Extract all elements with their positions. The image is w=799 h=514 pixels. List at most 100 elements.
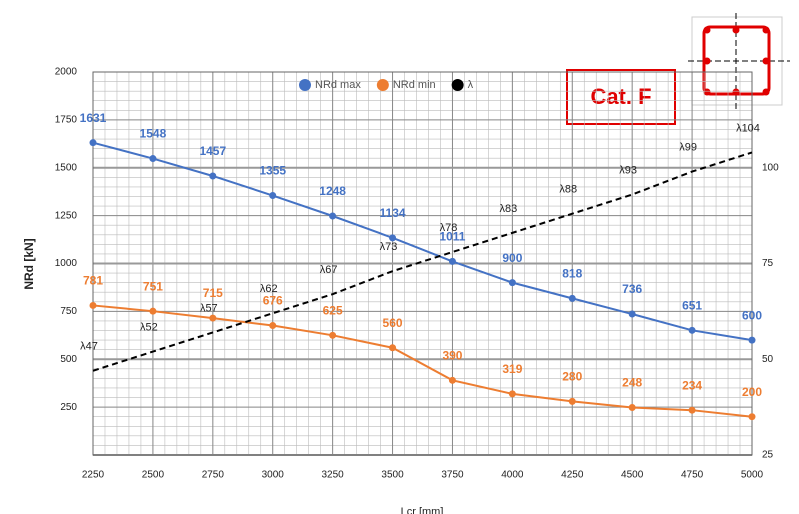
plot: 2250 2500 2750 3000 3250 3500 3750 4000 4250 4500… [55,67,779,481]
point [269,322,277,330]
data-label: λ62 [260,283,278,295]
data-label: 1011 [439,230,465,244]
data-label: λ104 [736,122,760,134]
y-tick-label: 1500 [55,162,78,173]
point [628,310,636,318]
point [269,192,277,200]
data-label: λ67 [320,264,338,276]
x-tick-label: 3000 [262,470,285,481]
y2-tick-label: 25 [762,450,774,461]
data-label: 781 [83,274,103,288]
data-label: 900 [502,251,522,265]
y-tick-label: 500 [60,354,77,365]
point [508,279,516,287]
data-label: λ52 [140,321,158,333]
data-label: 651 [682,299,702,313]
point [209,172,217,180]
x-tick-label: 3750 [441,470,464,481]
data-label: 560 [383,316,403,330]
data-label: 1457 [199,144,226,158]
y-tick-label: 250 [60,402,77,413]
x-tick-label: 3500 [381,470,404,481]
data-label: 1631 [80,111,107,125]
point [149,307,157,315]
point [688,406,696,414]
point [389,344,397,352]
x-tick-label: 4000 [501,470,524,481]
data-label: 1548 [140,127,167,141]
x-tick-label: 3250 [322,470,345,481]
point [389,234,397,242]
y-tick-label: 2000 [55,67,78,78]
data-label: 248 [622,376,642,390]
data-label: λ99 [679,141,697,153]
y-axis-label: NRd [kN] [22,238,36,289]
point [748,336,756,344]
series-line [92,141,753,342]
data-label: 600 [742,308,762,322]
x-tick-label: 5000 [741,470,764,481]
data-label: λ78 [440,222,458,234]
x-tick-label: 2750 [202,470,225,481]
point [628,404,636,412]
y-tick-label: 1750 [55,115,78,126]
x-tick-label: 2500 [142,470,165,481]
data-label: 200 [742,385,762,399]
data-label: 1134 [380,206,406,220]
x-tick-label: 4500 [621,470,644,481]
x-tick-label: 4750 [681,470,704,481]
point [448,376,456,384]
point [448,257,456,265]
data-label: 676 [263,294,283,308]
data-label: 319 [502,362,522,376]
point [209,314,217,322]
y2-tick-label: 50 [762,354,774,365]
point [329,212,337,220]
data-label: λ47 [80,341,98,353]
y-tick-label: 1000 [55,258,78,269]
point [149,155,157,163]
data-label: 818 [562,267,582,281]
annotation: Cat. F [590,84,651,109]
annotation-box [566,69,676,125]
x-tick-label: 2250 [82,470,105,481]
point [89,301,97,309]
data-label: λ93 [619,164,637,176]
y2-tick-label: 75 [762,258,774,269]
data-label: 234 [682,378,702,392]
y2-tick-label: 100 [762,162,779,173]
data-label: 625 [323,303,343,317]
data-label: λ73 [380,241,398,253]
data-label: λ83 [499,203,517,215]
data-label: λ57 [200,302,218,314]
legend-marker [376,79,389,91]
series-line [92,151,753,372]
plot-frame [92,71,753,456]
series-line [92,304,753,418]
legend-label: NRd min [393,79,436,91]
point [688,326,696,334]
y-tick-label: 750 [60,306,77,317]
x-axis-label: Lcr [mm] [401,506,444,514]
data-label: λ88 [559,184,577,196]
legend-marker [299,79,311,91]
legend-marker [451,79,464,91]
data-label: 280 [562,370,582,384]
point [508,390,516,398]
point [748,413,756,421]
point [568,294,576,302]
point [568,397,576,405]
data-label: 736 [622,282,642,296]
legend-label: λ [468,79,474,91]
data-label: 390 [442,348,462,362]
data-label: 1355 [259,164,286,178]
y-tick-label: 1250 [55,210,78,221]
data-label: 715 [203,286,223,300]
x-tick-label: 4250 [561,470,584,481]
legend-label: NRd max [315,79,361,91]
data-label: 751 [143,279,163,293]
point [329,331,337,339]
point [89,139,97,147]
section-icon [688,13,790,110]
